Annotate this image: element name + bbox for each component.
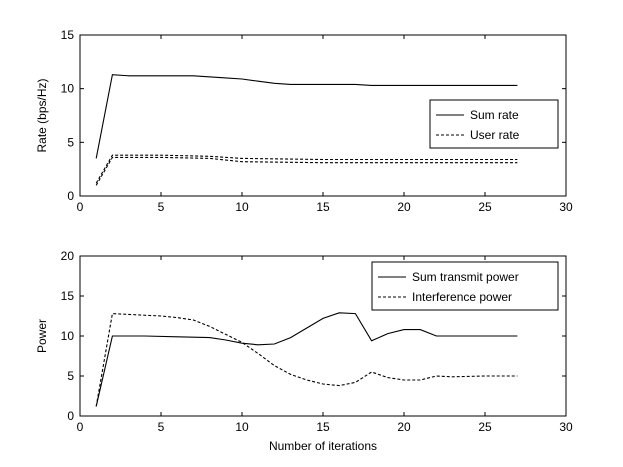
- y-axis-label: Power: [35, 319, 49, 353]
- series-line-sum-transmit-power: [95, 312, 518, 407]
- legend-label: User rate: [470, 128, 520, 142]
- legend-label: Interference power: [412, 290, 512, 304]
- y-tick-label: 0: [67, 409, 74, 423]
- y-tick-label: 10: [61, 82, 75, 96]
- rate-chart: 0 5 10 15 20 25 30 0 5 10 15 Rate (bps/Hz) Sum rate U…: [35, 28, 573, 214]
- power-chart: 0 5 10 15 20 25 30 0 5 10 15 20 Power Number of itera…: [35, 249, 573, 453]
- x-axis-label: Number of iterations: [269, 439, 377, 453]
- legend: [371, 261, 559, 311]
- series-line-interference-power: [95, 313, 518, 407]
- legend: [429, 99, 559, 149]
- x-tick-label: 5: [158, 200, 165, 214]
- x-tick-label: 15: [316, 420, 330, 434]
- y-tick-label: 20: [61, 249, 75, 263]
- x-tick-label: 10: [235, 200, 249, 214]
- x-tick-label: 20: [397, 420, 411, 434]
- x-tick-label: 10: [235, 420, 249, 434]
- series-line-unnamed-2: [95, 156, 518, 186]
- series-line-sum-rate: [95, 74, 518, 159]
- x-tick-label: 0: [77, 200, 84, 214]
- x-tick-label: 20: [397, 200, 411, 214]
- y-tick-label: 5: [67, 369, 74, 383]
- x-tick-label: 25: [478, 420, 492, 434]
- x-tick-label: 15: [316, 200, 330, 214]
- y-tick-label: 10: [61, 329, 75, 343]
- x-tick-label: 5: [158, 420, 165, 434]
- x-tick-label: 30: [559, 420, 573, 434]
- y-tick-label: 15: [61, 289, 75, 303]
- series-line-user-rate: [95, 154, 518, 184]
- legend-label: Sum transmit power: [412, 270, 519, 284]
- y-tick-label: 0: [67, 189, 74, 203]
- y-tick-label: 5: [67, 135, 74, 149]
- y-tick-label: 15: [61, 28, 75, 42]
- x-tick-label: 25: [478, 200, 492, 214]
- y-axis-label: Rate (bps/Hz): [35, 78, 49, 152]
- x-tick-label: 30: [559, 200, 573, 214]
- x-tick-label: 0: [77, 420, 84, 434]
- legend-label: Sum rate: [470, 108, 519, 122]
